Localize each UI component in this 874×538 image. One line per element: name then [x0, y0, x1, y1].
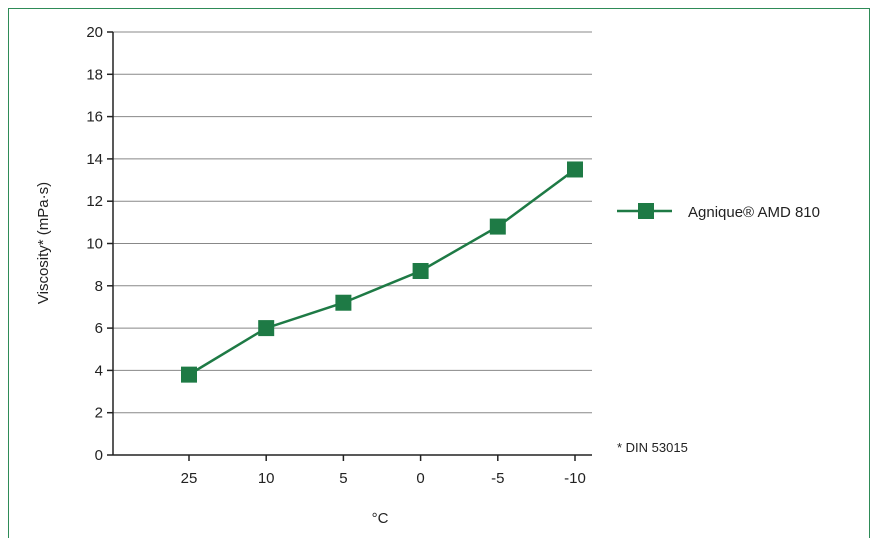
y-axis-title: Viscosity* (mPa·s) [35, 182, 52, 304]
y-tick-label: 14 [86, 151, 103, 168]
x-tick-labels: 25 10 5 0 -5 -10 [181, 455, 586, 487]
x-tick-label: 0 [416, 470, 424, 487]
legend-label: Agnique® AMD 810 [688, 204, 820, 221]
y-tick-labels: 0 2 4 6 8 10 12 14 16 18 20 [86, 24, 103, 464]
y-tick-label: 2 [95, 405, 103, 422]
legend: Agnique® AMD 810 [617, 203, 820, 221]
y-tick-label: 12 [86, 193, 103, 210]
data-point-marker [335, 294, 352, 311]
data-point-marker [258, 320, 275, 337]
y-tick-label: 16 [86, 109, 103, 126]
y-tick-label: 0 [95, 447, 103, 464]
footnote: * DIN 53015 [617, 440, 688, 455]
data-point-marker [567, 161, 583, 178]
chart-frame [8, 8, 870, 538]
y-tick-label: 10 [86, 236, 103, 253]
x-tick-label: 10 [258, 470, 275, 487]
y-tick-label: 6 [95, 320, 103, 337]
x-axis-title: °C [372, 510, 389, 527]
legend-marker [638, 203, 654, 219]
gridlines [107, 31, 592, 456]
series-agnique-amd-810 [181, 161, 583, 383]
data-point-marker [181, 366, 197, 383]
y-tick-label: 8 [95, 278, 103, 295]
series-line [188, 168, 576, 376]
axes [112, 32, 592, 456]
y-tick-label: 20 [86, 24, 103, 41]
x-tick-label: 25 [181, 470, 198, 487]
x-tick-label: -10 [564, 470, 586, 487]
x-tick-label: 5 [339, 470, 347, 487]
data-point-marker [412, 262, 429, 279]
y-tick-label: 4 [95, 362, 103, 379]
y-tick-label: 18 [86, 66, 103, 83]
x-tick-label: -5 [491, 470, 504, 487]
data-point-marker [489, 218, 506, 235]
